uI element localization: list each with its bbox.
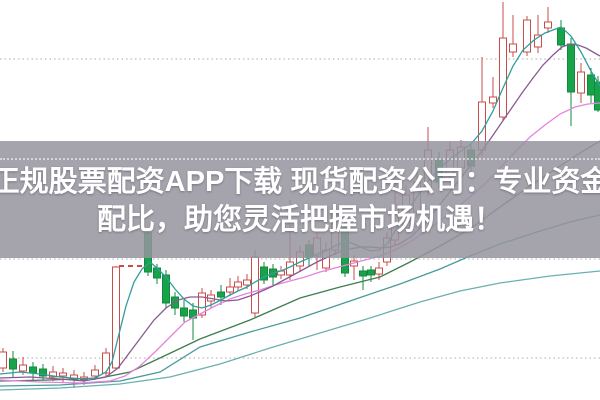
candle-body-up: [19, 364, 27, 372]
candle-body-up: [509, 43, 517, 53]
candle-body-down: [39, 368, 47, 377]
candle-body-up: [198, 292, 206, 316]
candle-body-down: [594, 81, 600, 111]
candle-body-up: [0, 351, 7, 369]
candle-body-up: [499, 37, 507, 118]
candle-body-up: [251, 256, 259, 314]
candle-body-down: [217, 291, 225, 298]
candle-body-up: [544, 21, 552, 29]
candle-body-up: [375, 267, 383, 275]
candle-body-down: [367, 269, 375, 276]
candle-body-up: [59, 372, 67, 377]
candle-body-down: [587, 74, 595, 96]
candle-body-up: [577, 71, 585, 94]
promo-text-line-2: 配比，助您灵活把握市场机遇！: [96, 203, 503, 236]
ma-line-MA120: [0, 270, 600, 391]
candle-body-up: [102, 352, 110, 374]
candle-body-up: [489, 96, 497, 104]
candle-body-down: [359, 270, 367, 277]
ma-line-MA5: [0, 26, 600, 380]
candle-body-up: [243, 279, 251, 286]
candle-body-down: [567, 43, 575, 93]
candle-body-down: [153, 267, 161, 279]
candle-body-up: [91, 369, 99, 377]
candle-body-up: [112, 266, 120, 369]
promo-banner-overlay: 正规股票配资APP下载 现货配资公司：专业资金 配比，助您灵活把握市场机遇！: [0, 141, 600, 258]
gridline-through-banner: [0, 158, 600, 160]
candle-body-down: [180, 307, 188, 317]
candle-body-up: [234, 281, 242, 288]
candle-body-down: [29, 366, 37, 374]
candle-body-down: [9, 358, 17, 370]
candle-body-down: [260, 266, 268, 281]
promo-text-line-1: 正规股票配资APP下载 现货配资公司：专业资金: [0, 165, 600, 198]
candle-body-up: [226, 286, 234, 293]
candle-body-up: [49, 371, 57, 378]
candle-body-up: [523, 19, 531, 53]
candle-body-down: [162, 274, 170, 304]
candle-body-up: [534, 34, 542, 48]
candle-body-down: [557, 27, 565, 46]
